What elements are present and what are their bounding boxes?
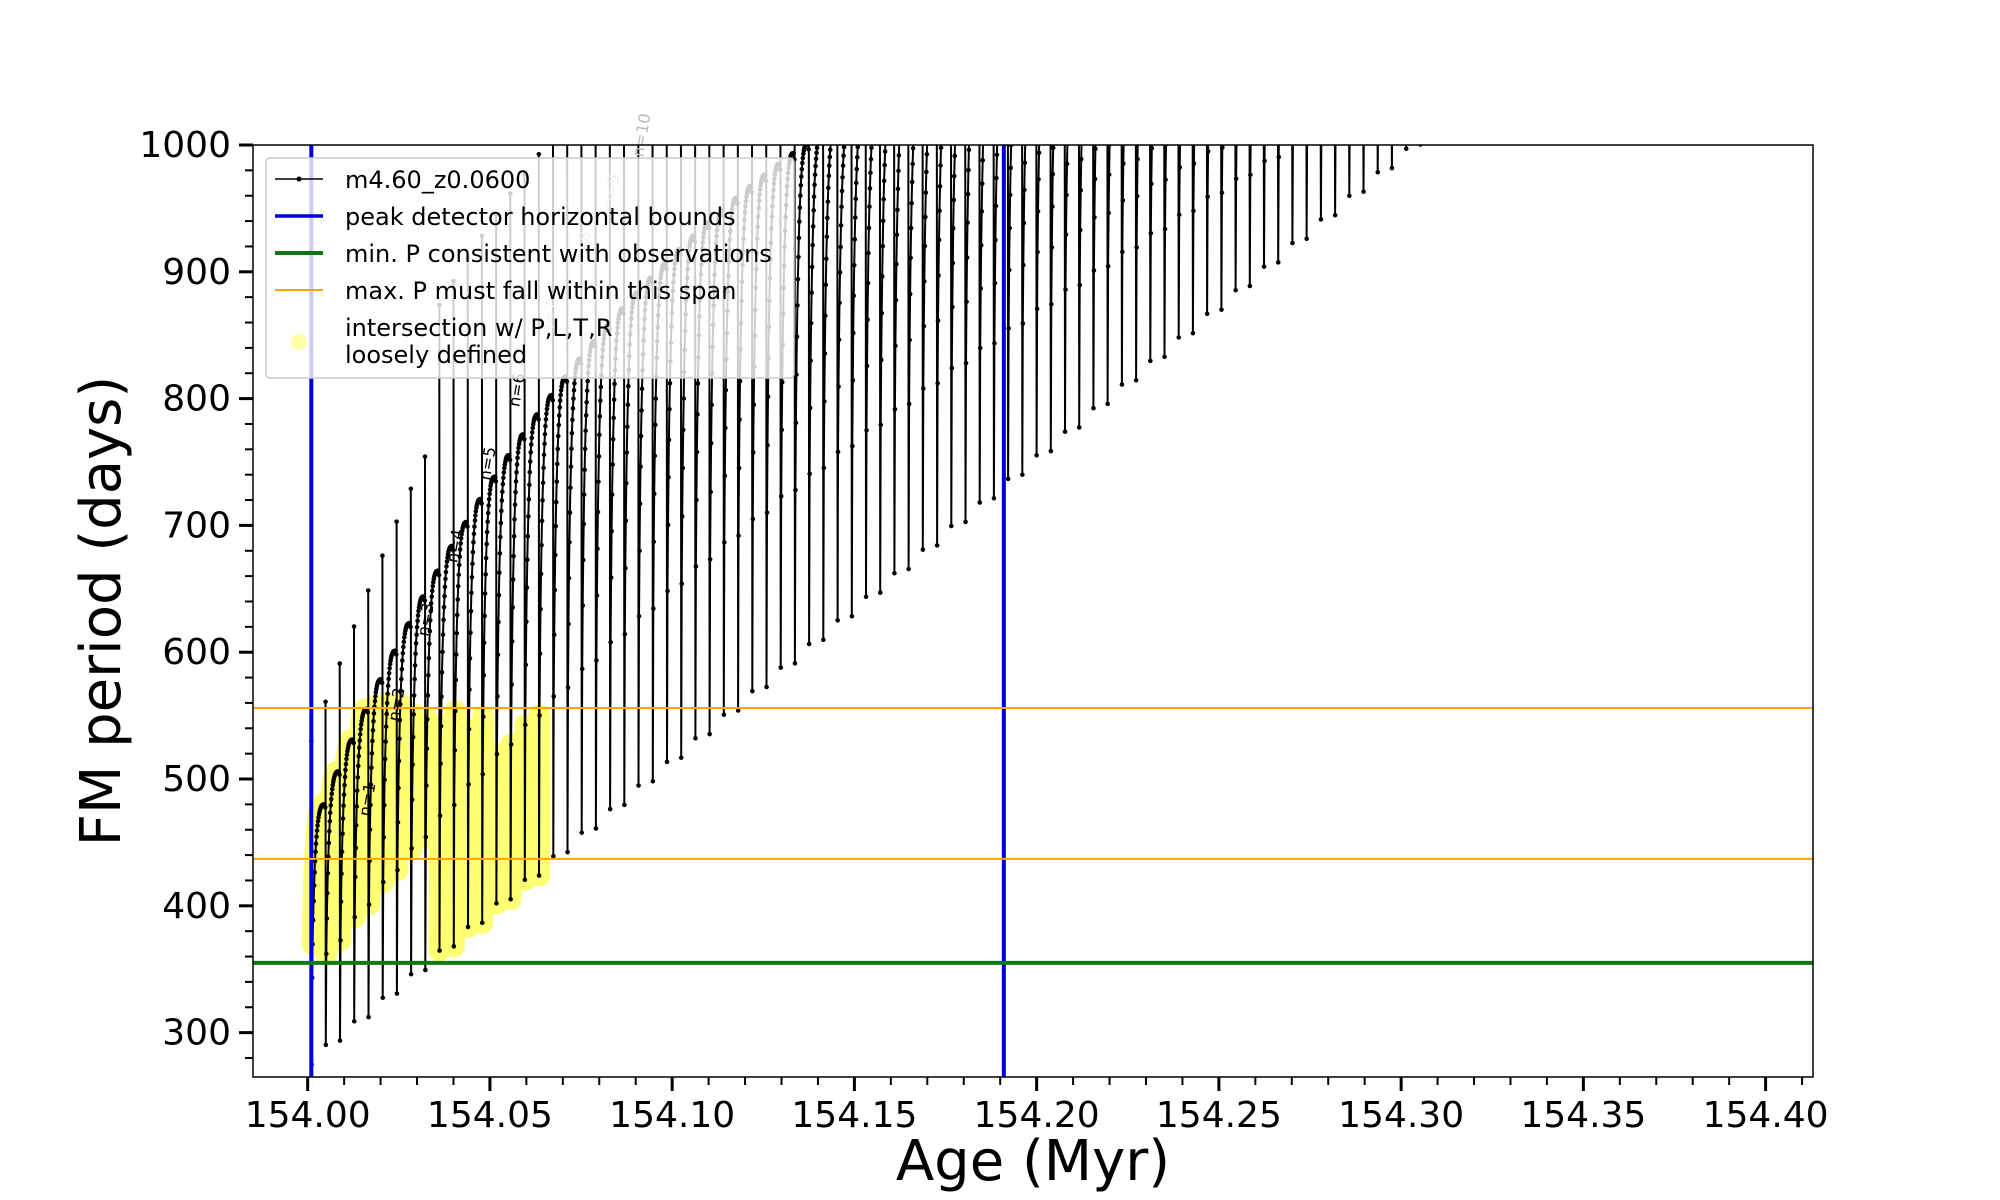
- legend-label-bounds: peak detector horizontal bounds: [345, 203, 736, 231]
- x-tick-label: 154.15: [791, 1095, 917, 1136]
- y-axis: 300 400 500 600 700 800 900 1000: [139, 125, 253, 1059]
- x-tick-label: 154.05: [427, 1095, 553, 1136]
- plot-frame: [252, 144, 1814, 1078]
- y-tick-label: 700: [162, 505, 231, 546]
- x-tick-label: 154.20: [974, 1095, 1100, 1136]
- y-tick-label: 1000: [139, 125, 231, 166]
- y-tick: 400: [162, 886, 253, 927]
- y-tick-label: 500: [162, 759, 231, 800]
- reference-lines: [253, 145, 1813, 1077]
- x-tick: 154.15: [791, 1077, 917, 1136]
- legend-entry-intersection: intersection w/ P,L,T,R loosely defined: [291, 314, 612, 369]
- y-tick: 300: [162, 1013, 253, 1054]
- x-axis-label: Age (Myr): [896, 1129, 1170, 1194]
- legend-label-min-period: min. P consistent with observations: [345, 240, 772, 268]
- x-tick-label: 154.00: [245, 1095, 371, 1136]
- legend-label-intersection: intersection w/ P,L,T,R: [345, 314, 612, 342]
- legend-box: [265, 157, 795, 379]
- x-tick: 154.20: [974, 1077, 1100, 1136]
- y-tick: 900: [162, 252, 253, 293]
- x-tick-label: 154.10: [609, 1095, 735, 1136]
- legend-entry-series: m4.60_z0.0600: [275, 166, 530, 194]
- x-axis: 154.00 154.05 154.10 154.15 154.20 154.25 154.…: [245, 1077, 1829, 1136]
- x-tick: 154.25: [1156, 1077, 1282, 1136]
- legend-entry-max-span: max. P must fall within this span: [275, 277, 736, 305]
- y-tick: 1000: [139, 125, 253, 166]
- legend-label-max-span: max. P must fall within this span: [345, 277, 736, 305]
- y-axis-label: FM period (days): [69, 376, 134, 846]
- x-tick: 154.30: [1338, 1077, 1464, 1136]
- y-tick: 600: [162, 632, 253, 673]
- x-tick-label: 154.40: [1703, 1095, 1829, 1136]
- x-tick-label: 154.35: [1520, 1095, 1646, 1136]
- x-tick: 154.10: [609, 1077, 735, 1136]
- x-tick: 154.00: [245, 1077, 371, 1136]
- x-tick: 154.35: [1520, 1077, 1646, 1136]
- y-tick: 800: [162, 379, 253, 420]
- y-tick: 500: [162, 759, 253, 800]
- y-tick-label: 800: [162, 379, 231, 420]
- y-tick-label: 300: [162, 1013, 231, 1054]
- legend: m4.60_z0.0600 peak detector horizontal b…: [265, 157, 795, 379]
- legend-label-intersection-2: loosely defined: [345, 341, 527, 369]
- x-tick: 154.05: [427, 1077, 553, 1136]
- x-tick: 154.40: [1703, 1077, 1829, 1136]
- y-tick-label: 900: [162, 252, 231, 293]
- y-tick: 700: [162, 505, 253, 546]
- legend-entry-min-period: min. P consistent with observations: [275, 240, 772, 268]
- legend-entry-bounds: peak detector horizontal bounds: [275, 203, 736, 231]
- x-tick-label: 154.30: [1338, 1095, 1464, 1136]
- x-tick-label: 154.25: [1156, 1095, 1282, 1136]
- legend-label-series: m4.60_z0.0600: [345, 166, 530, 194]
- y-tick-label: 600: [162, 632, 231, 673]
- y-tick-label: 400: [162, 886, 231, 927]
